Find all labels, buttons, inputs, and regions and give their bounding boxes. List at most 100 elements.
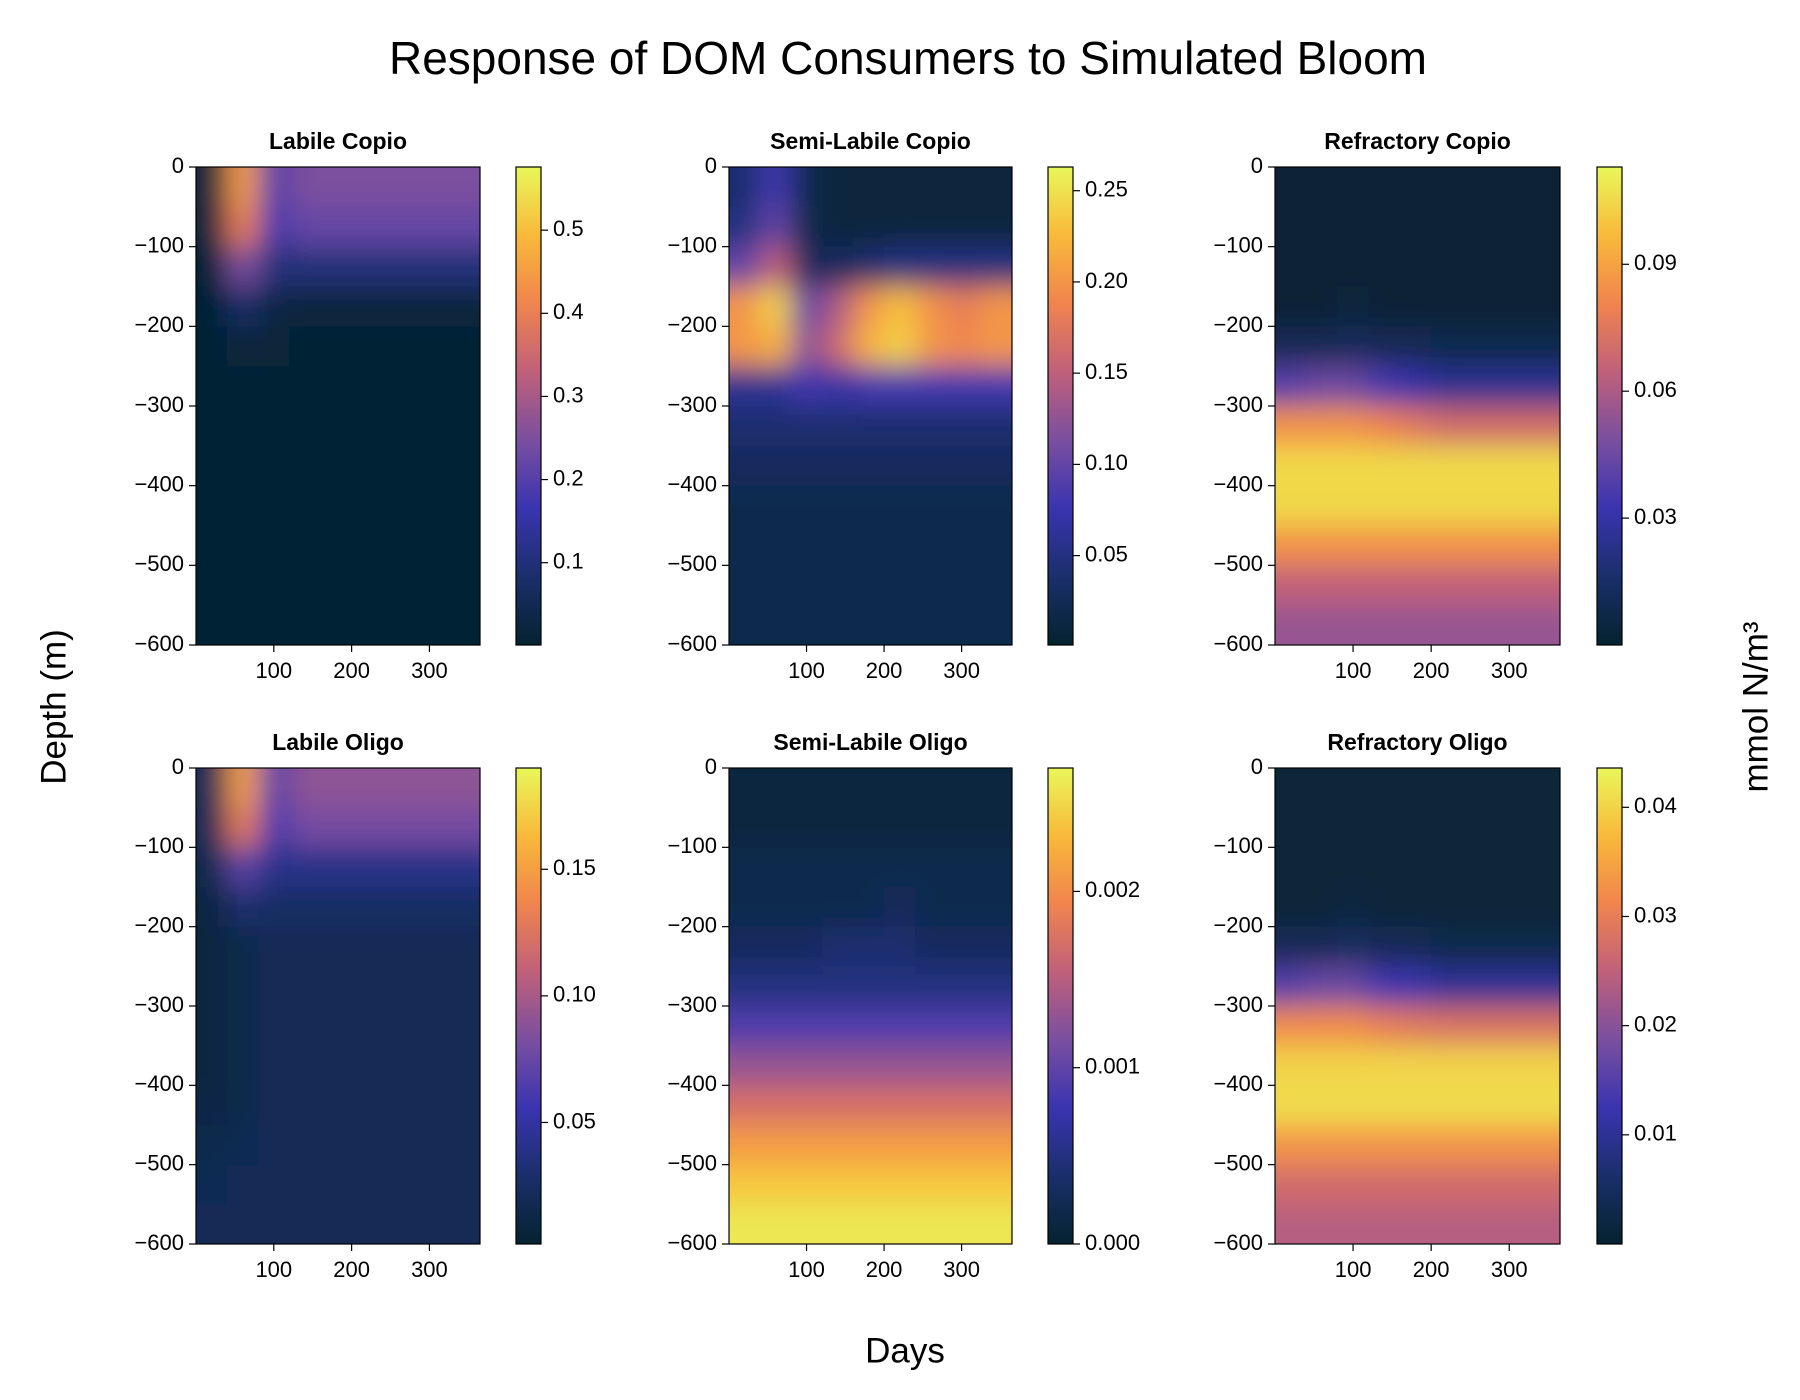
- heatmap-cell: [382, 1125, 415, 1166]
- y-tick-label: −600: [134, 1230, 184, 1255]
- y-tick-label: 0: [1251, 754, 1263, 779]
- heatmap-cell: [413, 1085, 446, 1126]
- heatmap-cell: [351, 807, 384, 848]
- heatmap-cell: [1275, 167, 1307, 208]
- heatmap-cell: [1368, 605, 1401, 645]
- heatmap-cell: [1493, 966, 1526, 1007]
- heatmap-cell: [1493, 485, 1526, 526]
- heatmap-cell: [977, 167, 1012, 208]
- heatmap-cell: [729, 926, 761, 967]
- heatmap-cell: [1399, 326, 1432, 367]
- colorbar-tick-label: 0.5: [553, 216, 584, 241]
- heatmap-cell: [760, 206, 792, 248]
- heatmap-cell: [258, 565, 290, 606]
- heatmap-cell: [258, 807, 290, 848]
- heatmap-cell: [351, 167, 384, 208]
- heatmap-cell: [760, 807, 792, 848]
- heatmap-cell: [1493, 768, 1526, 809]
- heatmap-cell: [227, 1125, 259, 1166]
- heatmap-cell: [1337, 1204, 1370, 1244]
- heatmap-cell: [1462, 445, 1495, 487]
- heatmap-cell: [1306, 565, 1338, 606]
- heatmap-cell: [1431, 366, 1463, 407]
- heatmap-cell: [444, 1204, 480, 1244]
- heatmap-cell: [258, 768, 290, 809]
- heatmap-cell: [320, 326, 353, 367]
- heatmap-cell: [915, 406, 947, 447]
- heatmap-cell: [444, 246, 480, 287]
- heatmap-cell: [729, 847, 761, 888]
- heatmap-cell: [1493, 406, 1526, 447]
- colorbar-tick-label: 0.03: [1634, 902, 1677, 927]
- heatmap-cell: [1337, 246, 1370, 287]
- heatmap-cell: [196, 1006, 228, 1047]
- heatmap-cell: [1462, 286, 1495, 327]
- heatmap-cell: [729, 366, 761, 407]
- heatmap-cell: [977, 406, 1012, 447]
- heatmap-cell: [884, 926, 916, 967]
- heatmap-cell: [1337, 966, 1370, 1007]
- heatmap-cell: [258, 887, 290, 928]
- heatmap-cell: [351, 525, 384, 566]
- heatmap-cell: [884, 445, 916, 487]
- heatmap-cell: [444, 605, 480, 645]
- heatmap-cell: [196, 847, 228, 888]
- heatmap-cell: [1524, 206, 1560, 248]
- heatmap-cell: [760, 887, 792, 928]
- heatmap-cell: [227, 525, 259, 566]
- heatmap-cell: [1399, 565, 1432, 606]
- heatmap-cell: [729, 326, 761, 367]
- heatmap-cell: [1493, 565, 1526, 606]
- y-tick-label: −300: [1213, 392, 1263, 417]
- heatmap-cell: [258, 847, 290, 888]
- heatmap: [729, 167, 1012, 645]
- heatmap-cell: [760, 768, 792, 809]
- heatmap-cell: [853, 847, 885, 888]
- heatmap-cell: [1275, 1085, 1307, 1126]
- heatmap-cell: [382, 768, 415, 809]
- heatmap-cell: [822, 246, 854, 287]
- y-tick-label: 0: [705, 754, 717, 779]
- heatmap-cell: [822, 1125, 854, 1166]
- heatmap-cell: [853, 246, 885, 287]
- colorbar: [1596, 767, 1623, 1245]
- heatmap-cell: [760, 167, 792, 208]
- heatmap-cell: [884, 406, 916, 447]
- heatmap-cell: [1306, 167, 1338, 208]
- heatmap-cell: [196, 1204, 228, 1244]
- heatmap-cell: [227, 887, 259, 928]
- y-tick-label: −400: [1213, 1071, 1263, 1096]
- heatmap-cell: [791, 406, 823, 447]
- heatmap-cell: [413, 887, 446, 928]
- heatmap-cell: [822, 966, 854, 1007]
- heatmap-cell: [289, 406, 321, 447]
- heatmap-cell: [977, 1125, 1012, 1166]
- heatmap-cell: [413, 1125, 446, 1166]
- heatmap-cell: [351, 847, 384, 888]
- heatmap-cell: [915, 1125, 947, 1166]
- heatmap-cell: [1306, 1204, 1338, 1244]
- heatmap-cell: [413, 286, 446, 327]
- colorbar-tick-label: 0.01: [1634, 1121, 1677, 1146]
- heatmap-cell: [884, 326, 916, 367]
- x-axis-label: Days: [865, 1331, 945, 1370]
- heatmap-cell: [196, 966, 228, 1007]
- heatmap-cell: [1462, 1045, 1495, 1086]
- heatmap-cell: [258, 1164, 290, 1205]
- heatmap-cell: [320, 485, 353, 526]
- heatmap-cell: [884, 768, 916, 809]
- heatmap: [729, 768, 1012, 1244]
- heatmap-cell: [1275, 206, 1307, 248]
- heatmap-cell: [444, 565, 480, 606]
- heatmap-cell: [977, 1045, 1012, 1086]
- heatmap-cell: [884, 286, 916, 327]
- heatmap-cell: [1399, 926, 1432, 967]
- heatmap-cell: [1431, 167, 1463, 208]
- heatmap-cell: [1337, 807, 1370, 848]
- heatmap-cell: [822, 445, 854, 487]
- colorbar-tick-label: 0.001: [1085, 1054, 1140, 1079]
- heatmap-cell: [382, 1164, 415, 1205]
- heatmap-cell: [351, 565, 384, 606]
- heatmap-cell: [1399, 768, 1432, 809]
- heatmap-cells: [729, 768, 1012, 1244]
